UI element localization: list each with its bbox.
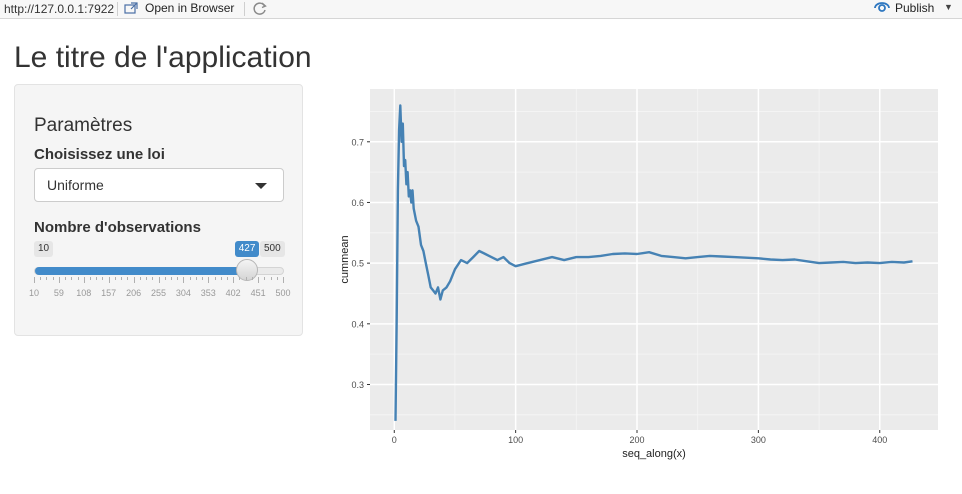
slider-tick	[158, 277, 160, 283]
slider-min-badge: 10	[34, 241, 54, 257]
slider-minor-tick	[102, 277, 104, 280]
slider-tick-label: 402	[225, 288, 241, 298]
series-line	[394, 104, 913, 421]
x-axis-ticks: 0 100 200 300 400	[392, 430, 887, 445]
slider-tick-label: 353	[200, 288, 216, 298]
x-tick-label: 100	[508, 435, 523, 445]
slider-minor-tick	[65, 277, 67, 280]
slider-minor-tick	[189, 277, 191, 280]
distribution-select[interactable]: Uniforme	[34, 168, 284, 202]
slider-tick-label: 255	[150, 288, 167, 298]
slider-tick	[58, 277, 60, 283]
slider-minor-tick	[90, 277, 92, 280]
slider-minor-tick	[52, 277, 54, 280]
slider-tick-label: 304	[175, 288, 191, 298]
y-tick-label: 0.7	[351, 137, 364, 147]
page-title: Le titre de l'application	[14, 41, 312, 74]
reload-icon	[253, 2, 267, 15]
slider-minor-tick	[152, 277, 154, 280]
slider-tick-label: 157	[101, 288, 117, 298]
x-tick-label: 200	[629, 435, 644, 445]
slider-minor-tick	[170, 277, 172, 280]
viewer-toolbar: http://127.0.0.1:7922 Open in Browser Pu…	[0, 0, 962, 19]
slider-minor-tick	[214, 277, 216, 280]
slider-minor-tick	[96, 277, 98, 280]
x-tick-label: 300	[751, 435, 766, 445]
slider-ticks: 10 59 108 157 206 255 304 353 402 451 500	[29, 277, 291, 299]
y-tick-label: 0.5	[351, 259, 364, 269]
slider-value-badge: 427	[234, 241, 260, 257]
slider-tick	[258, 277, 260, 283]
distribution-selected-value: Uniforme	[47, 177, 104, 193]
slider-minor-tick	[264, 277, 266, 280]
slider-minor-tick	[276, 277, 278, 280]
slider-tick	[34, 277, 35, 283]
toolbar-divider	[117, 2, 118, 16]
slider-tick-label: 108	[76, 288, 92, 298]
open-in-browser-button[interactable]: Open in Browser	[124, 1, 234, 15]
slider-minor-tick	[127, 277, 129, 280]
slider-tick-label: 59	[53, 288, 64, 298]
slider-tick	[183, 277, 185, 283]
slider-tick	[283, 277, 284, 283]
slider-tick	[233, 277, 235, 283]
slider-tick	[208, 277, 210, 283]
slider-minor-tick	[77, 277, 79, 280]
slider-minor-tick	[251, 277, 253, 280]
x-tick-label: 400	[872, 435, 887, 445]
slider-handle[interactable]	[235, 259, 258, 281]
y-tick-label: 0.3	[351, 380, 364, 390]
y-axis-title: cummean	[339, 235, 351, 283]
slider-minor-tick	[146, 277, 148, 280]
open-in-browser-label: Open in Browser	[145, 1, 235, 15]
url-text[interactable]: http://127.0.0.1:7922	[4, 2, 115, 16]
slider-tick-label: 500	[275, 288, 291, 298]
slider-minor-tick	[195, 277, 197, 280]
slider-tick-label: 206	[126, 288, 142, 298]
x-tick-label: 0	[392, 435, 397, 445]
slider-minor-tick	[220, 277, 222, 280]
publish-dropdown-icon[interactable]: ▼	[944, 2, 953, 12]
sidebar-panel: Paramètres Choisissez une loi Uniforme N…	[14, 84, 303, 336]
y-tick-label: 0.4	[351, 319, 364, 329]
y-tick-label: 0.6	[351, 198, 364, 208]
chevron-down-icon	[255, 183, 267, 189]
cummean-plot: 0.3 0.4 0.5 0.6 0.7 0 100 200 300 400 seq_along(…	[339, 89, 938, 460]
publish-icon	[874, 2, 890, 12]
y-axis-ticks: 0.3 0.4 0.5 0.6 0.7	[351, 137, 370, 390]
slider-tick	[108, 277, 110, 283]
plot-panel	[370, 89, 938, 430]
publish-label: Publish	[895, 1, 935, 15]
external-window-icon	[124, 1, 138, 14]
toolbar-divider	[244, 2, 245, 16]
slider-minor-tick	[226, 277, 228, 280]
slider-tick-label: 451	[250, 288, 266, 298]
slider-tick	[83, 277, 85, 283]
slider-fill	[35, 267, 248, 275]
slider-minor-tick	[114, 277, 116, 280]
slider-minor-tick	[46, 277, 48, 280]
publish-button[interactable]: Publish	[874, 1, 934, 15]
slider-track[interactable]	[34, 267, 284, 275]
slider-minor-tick	[164, 277, 166, 280]
slider-minor-tick	[239, 277, 241, 280]
slider-tick	[133, 277, 135, 283]
slider-max-badge: 500	[260, 241, 285, 257]
panel-heading: Paramètres	[34, 115, 133, 136]
x-axis-title: seq_along(x)	[622, 448, 686, 460]
slider-minor-tick	[245, 277, 247, 280]
slider-minor-tick	[71, 277, 73, 280]
observations-label: Nombre d'observations	[34, 219, 201, 236]
slider-minor-tick	[121, 277, 123, 280]
slider-minor-tick	[202, 277, 204, 280]
slider-minor-tick	[40, 277, 42, 280]
slider-minor-tick	[270, 277, 272, 280]
distribution-label: Choisissez une loi	[34, 146, 165, 163]
slider-tick-label: 10	[28, 288, 40, 298]
slider-minor-tick	[177, 277, 179, 280]
reload-button[interactable]	[252, 1, 268, 20]
slider-minor-tick	[139, 277, 141, 280]
